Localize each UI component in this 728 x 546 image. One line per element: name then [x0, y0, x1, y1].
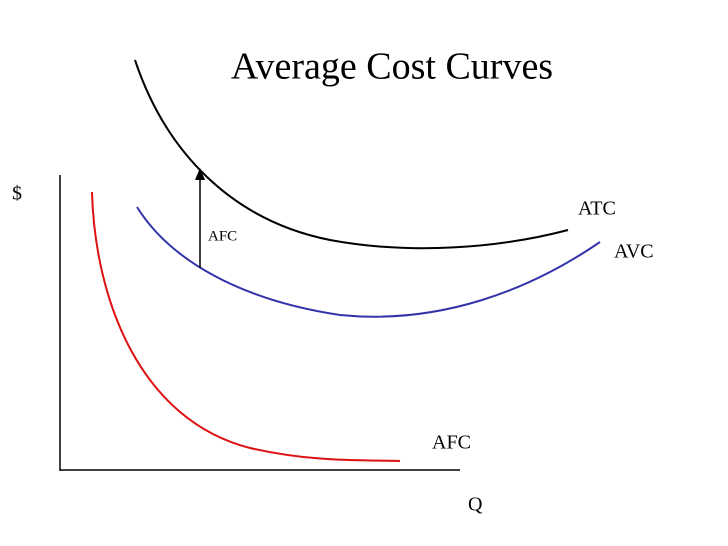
afc-curve	[91, 191, 401, 462]
arrow-head	[195, 168, 205, 180]
arrow-label: AFC	[208, 228, 237, 244]
y-axis-label: $	[12, 183, 22, 205]
avc-label: AVC	[614, 241, 654, 263]
atc-label: ATC	[578, 198, 616, 220]
x-axis-label: Q	[468, 494, 483, 516]
afc-label: AFC	[432, 432, 471, 454]
atc-curve	[134, 59, 569, 250]
avc-curve	[136, 206, 601, 318]
title: Average Cost Curves	[231, 46, 553, 88]
